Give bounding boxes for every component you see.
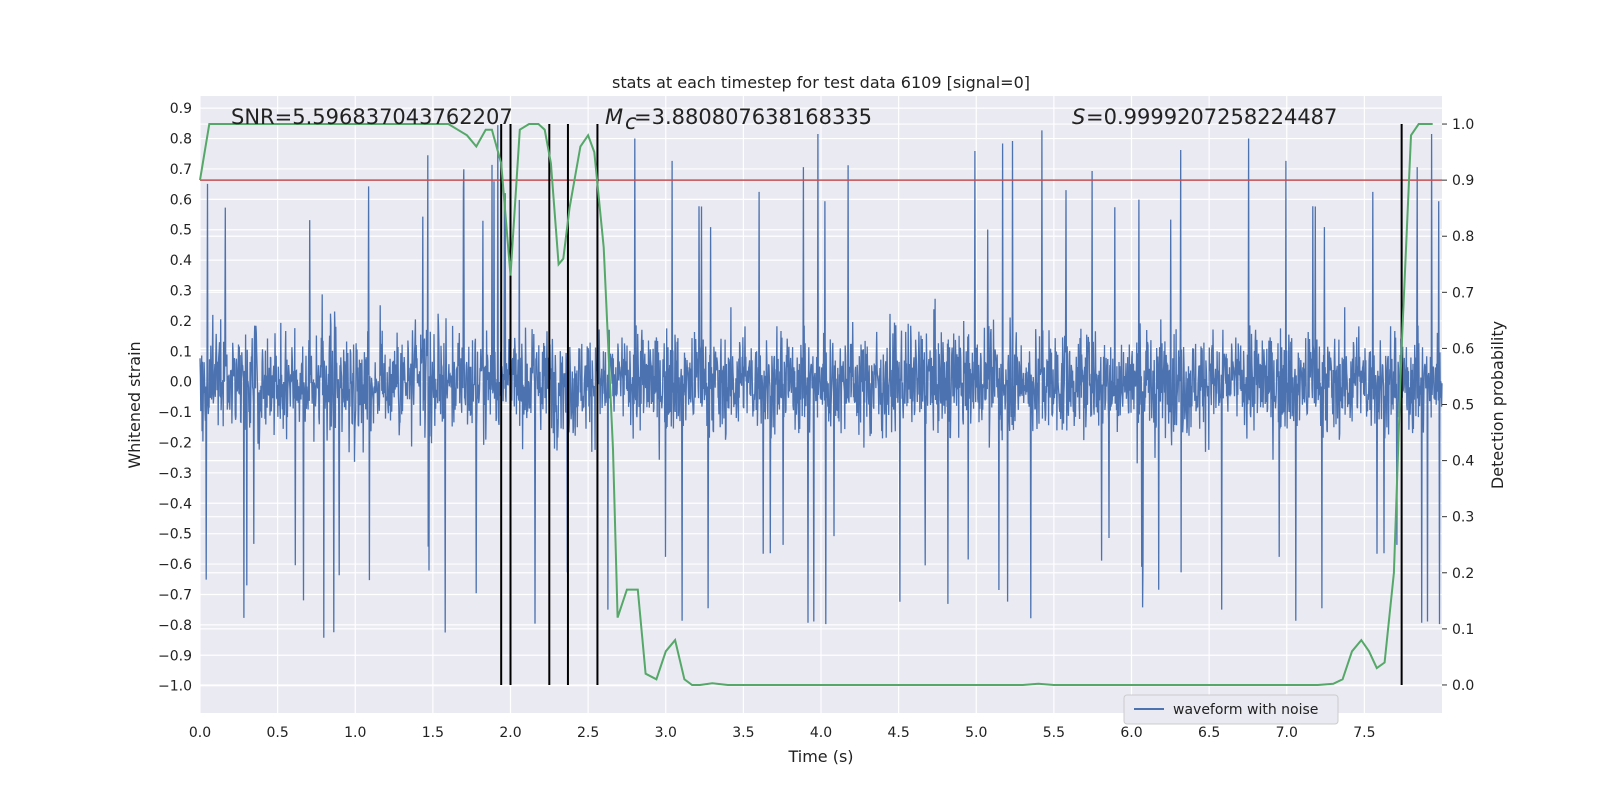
y-right-tick-label: 0.8 xyxy=(1452,229,1474,245)
y-left-tick-label: 0.1 xyxy=(170,344,192,360)
waveform-line xyxy=(199,125,1443,638)
y-left-tick-label: 0.7 xyxy=(170,162,192,178)
y-left-tick-label: −0.8 xyxy=(158,618,192,634)
x-tick-label: 3.0 xyxy=(655,725,677,741)
x-tick-label: 1.5 xyxy=(422,725,444,741)
y-left-tick-label: 0.6 xyxy=(170,192,192,208)
y-left-tick-label: 0.0 xyxy=(170,375,192,391)
tick-layer: 0.0 0.5 1.0 1.5 2.0 2.5 3.0 3.5 4.0 4.5 5.0 5.5 6.0 6… xyxy=(158,101,1474,741)
y-right-tick-label: 0.7 xyxy=(1452,285,1474,301)
y-right-tick-label: 0.6 xyxy=(1452,341,1474,357)
svg-text:M: M xyxy=(605,105,623,129)
y-right-tick-label: 0.2 xyxy=(1452,566,1474,582)
y-left-tick-label: −0.9 xyxy=(158,648,192,664)
y-left-tick-label: 0.4 xyxy=(170,253,192,269)
y-left-tick-label: −1.0 xyxy=(158,679,192,695)
waveform-layer xyxy=(199,125,1443,638)
y-left-tick-label: 0.9 xyxy=(170,101,192,117)
x-tick-label: 0.0 xyxy=(189,725,211,741)
x-tick-label: 5.0 xyxy=(965,725,987,741)
y-left-tick-label: −0.6 xyxy=(158,557,192,573)
x-tick-label: 5.5 xyxy=(1043,725,1065,741)
x-tick-label: 4.0 xyxy=(810,725,832,741)
y-right-tick-label: 0.5 xyxy=(1452,398,1474,414)
s-annotation: S =0.9999207258224487 xyxy=(1072,105,1337,129)
y-right-tick-label: 0.0 xyxy=(1452,678,1474,694)
y-right-tick-label: 0.1 xyxy=(1452,622,1474,638)
x-tick-label: 6.0 xyxy=(1120,725,1142,741)
y-left-tick-label: −0.1 xyxy=(158,405,192,421)
y-left-tick-label: −0.2 xyxy=(158,435,192,451)
x-tick-label: 6.5 xyxy=(1198,725,1220,741)
svg-text:S: S xyxy=(1072,105,1085,129)
y-left-tick-label: −0.3 xyxy=(158,466,192,482)
probability-line xyxy=(199,123,1433,686)
mc-annotation: M c =3.880807638168335 xyxy=(605,105,872,134)
x-tick-label: 4.5 xyxy=(887,725,909,741)
y-left-tick-label: 0.3 xyxy=(170,284,192,300)
x-tick-label: 2.5 xyxy=(577,725,599,741)
y-left-tick-label: −0.5 xyxy=(158,527,192,543)
x-tick-label: 3.5 xyxy=(732,725,754,741)
y-left-tick-label: 0.2 xyxy=(170,314,192,330)
y-left-tick-label: 0.8 xyxy=(170,132,192,148)
y-right-tick-label: 0.3 xyxy=(1452,510,1474,526)
y-left-tick-label: −0.7 xyxy=(158,587,192,603)
x-tick-label: 2.0 xyxy=(499,725,521,741)
legend: waveform with noise xyxy=(1123,694,1339,725)
x-tick-label: 7.0 xyxy=(1276,725,1298,741)
y-right-tick-label: 0.4 xyxy=(1452,454,1474,470)
y-axis-right-label: Detection probability xyxy=(1488,321,1507,489)
y-left-tick-label: 0.5 xyxy=(170,223,192,239)
event-marker-layer xyxy=(500,124,1403,685)
x-axis-label: Time (s) xyxy=(787,747,853,766)
y-right-tick-label: 0.9 xyxy=(1452,173,1474,189)
legend-label: waveform with noise xyxy=(1173,702,1318,718)
snr-annotation: SNR=5.596837043762207 xyxy=(231,105,513,129)
chart-title: stats at each timestep for test data 610… xyxy=(612,73,1030,92)
x-tick-label: 0.5 xyxy=(266,725,288,741)
y-left-tick-label: −0.4 xyxy=(158,496,192,512)
svg-text:c: c xyxy=(625,110,637,134)
svg-text:=0.9999207258224487: =0.9999207258224487 xyxy=(1086,105,1337,129)
y-axis-left-label: Whitened strain xyxy=(125,341,144,468)
legend-box xyxy=(1123,694,1339,725)
x-tick-label: 7.5 xyxy=(1353,725,1375,741)
svg-text:=3.880807638168335: =3.880807638168335 xyxy=(634,105,872,129)
x-tick-label: 1.0 xyxy=(344,725,366,741)
probability-layer xyxy=(199,123,1433,686)
y-right-tick-label: 1.0 xyxy=(1452,117,1474,133)
